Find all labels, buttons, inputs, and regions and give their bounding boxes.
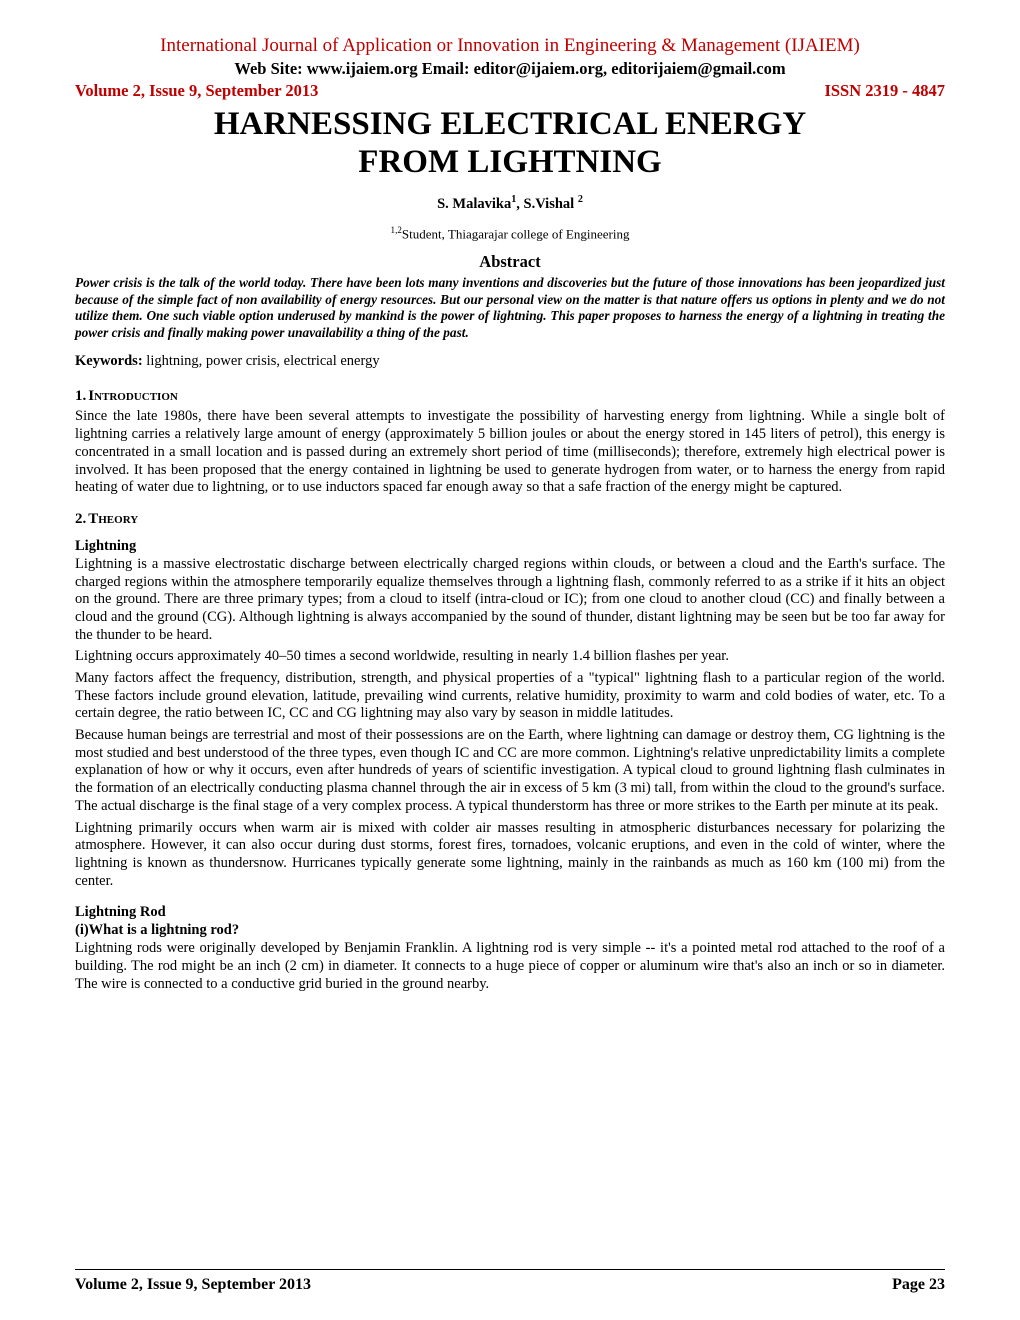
page: International Journal of Application or … <box>0 0 1020 1320</box>
journal-contact: Web Site: www.ijaiem.org Email: editor@i… <box>75 59 945 79</box>
journal-name: International Journal of Application or … <box>75 35 945 57</box>
subheading-lightning-rod: Lightning Rod <box>75 904 945 921</box>
affiliation: 1,2Student, Thiagarajar college of Engin… <box>75 225 945 242</box>
lightning-paragraph-4: Because human beings are terrestrial and… <box>75 727 945 815</box>
lightning-rod-paragraph: Lightning rods were originally developed… <box>75 940 945 993</box>
footer-right: Page 23 <box>892 1276 945 1294</box>
keywords-label: Keywords: <box>75 353 143 369</box>
section-1-heading: 1.Introduction <box>75 388 945 405</box>
title-line-1: HARNESSING ELECTRICAL ENERGY <box>214 106 806 142</box>
footer: Volume 2, Issue 9, September 2013 Page 2… <box>75 1276 945 1294</box>
section-1-paragraph: Since the late 1980s, there have been se… <box>75 408 945 496</box>
keywords: Keywords: lightning, power crisis, elect… <box>75 353 945 370</box>
section-2-heading: 2.Theory <box>75 511 945 528</box>
section-2-title: Theory <box>88 511 138 527</box>
subheading-what-is-rod: (i)What is a lightning rod? <box>75 922 945 939</box>
section-2-number: 2. <box>75 511 86 527</box>
section-1-title: Introduction <box>88 388 178 404</box>
abstract-text: Power crisis is the talk of the world to… <box>75 275 945 341</box>
issn: ISSN 2319 - 4847 <box>824 81 945 101</box>
subheading-lightning: Lightning <box>75 538 945 555</box>
keywords-text: lightning, power crisis, electrical ener… <box>143 353 380 369</box>
footer-divider <box>75 1269 945 1270</box>
section-1-number: 1. <box>75 388 86 404</box>
title-line-2: FROM LIGHTNING <box>358 144 661 180</box>
lightning-paragraph-3: Many factors affect the frequency, distr… <box>75 670 945 723</box>
paper-title: HARNESSING ELECTRICAL ENERGY FROM LIGHTN… <box>75 106 945 182</box>
authors: S. Malavika1, S.Vishal 2 <box>75 194 945 213</box>
footer-left: Volume 2, Issue 9, September 2013 <box>75 1276 311 1294</box>
abstract-heading: Abstract <box>75 252 945 272</box>
lightning-paragraph-2: Lightning occurs approximately 40–50 tim… <box>75 648 945 666</box>
header-meta-row: Volume 2, Issue 9, September 2013 ISSN 2… <box>75 81 945 101</box>
lightning-paragraph-1: Lightning is a massive electrostatic dis… <box>75 556 945 644</box>
lightning-paragraph-5: Lightning primarily occurs when warm air… <box>75 820 945 891</box>
volume-issue: Volume 2, Issue 9, September 2013 <box>75 81 318 101</box>
